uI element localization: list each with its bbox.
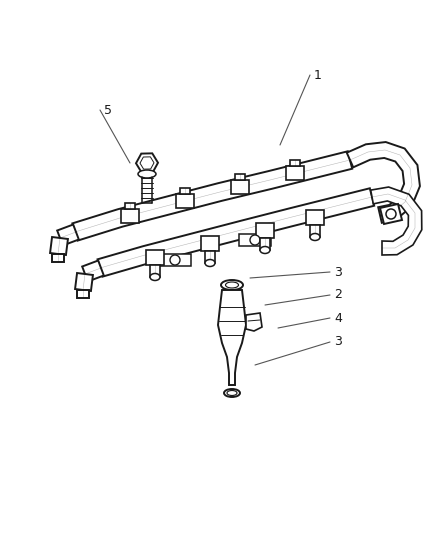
Polygon shape (290, 160, 299, 166)
Polygon shape (72, 151, 351, 240)
Polygon shape (218, 290, 245, 385)
Polygon shape (121, 209, 139, 223)
Polygon shape (309, 225, 319, 237)
Polygon shape (159, 254, 191, 266)
Polygon shape (234, 174, 244, 180)
Ellipse shape (309, 233, 319, 240)
Polygon shape (255, 223, 273, 238)
Polygon shape (346, 142, 419, 223)
Circle shape (170, 255, 180, 265)
Text: 4: 4 (333, 311, 341, 325)
Ellipse shape (223, 389, 240, 397)
Polygon shape (150, 265, 159, 277)
Polygon shape (379, 204, 401, 224)
Polygon shape (285, 166, 303, 180)
Polygon shape (97, 188, 373, 277)
Polygon shape (230, 180, 248, 194)
Polygon shape (238, 234, 270, 246)
Ellipse shape (205, 260, 215, 266)
Polygon shape (50, 237, 68, 255)
Polygon shape (201, 236, 219, 251)
Ellipse shape (150, 273, 159, 280)
Circle shape (249, 235, 259, 245)
Polygon shape (370, 187, 421, 255)
Polygon shape (245, 313, 261, 331)
Text: 3: 3 (333, 335, 341, 349)
Polygon shape (305, 210, 323, 225)
Ellipse shape (220, 280, 243, 290)
Polygon shape (82, 261, 103, 281)
Polygon shape (205, 251, 215, 263)
Polygon shape (176, 194, 194, 208)
Polygon shape (146, 250, 164, 265)
Ellipse shape (259, 246, 269, 254)
Ellipse shape (226, 391, 237, 395)
Text: 1: 1 (313, 69, 321, 82)
Polygon shape (125, 203, 135, 209)
Polygon shape (52, 254, 64, 262)
Polygon shape (259, 238, 269, 250)
Text: 2: 2 (333, 288, 341, 302)
Polygon shape (75, 273, 93, 291)
Text: 5: 5 (104, 103, 112, 117)
Ellipse shape (225, 282, 238, 288)
Polygon shape (180, 188, 190, 194)
Circle shape (385, 209, 395, 219)
Ellipse shape (138, 170, 155, 178)
Polygon shape (57, 224, 79, 246)
Text: 3: 3 (333, 265, 341, 279)
Polygon shape (77, 290, 89, 298)
